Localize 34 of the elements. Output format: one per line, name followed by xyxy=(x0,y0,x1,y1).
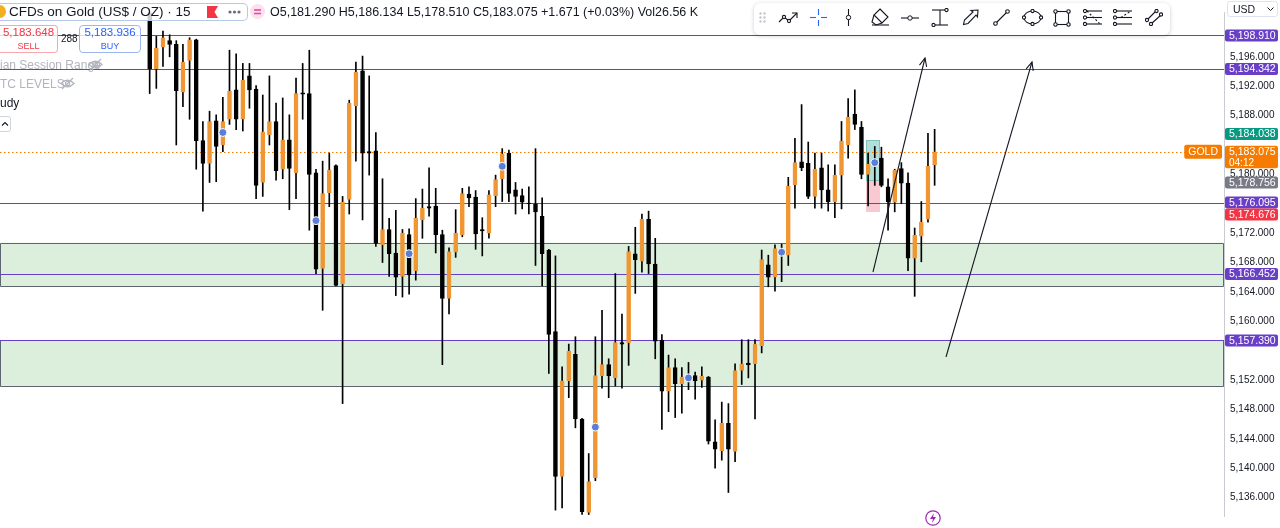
annotation: udy xyxy=(0,96,20,110)
ref-line-label: 5,183.075 xyxy=(1229,145,1276,158)
y-tick-label: 5,148.000 xyxy=(1230,403,1275,415)
y-tick-label: 5,188.000 xyxy=(1230,109,1275,121)
ref-line-label: 5,166.452 xyxy=(1229,267,1276,280)
text: 04:12 xyxy=(1229,156,1255,168)
ref-line-label: 5,157.390 xyxy=(1229,333,1276,346)
currency-dropdown: USD xyxy=(1227,1,1278,17)
chart-title: CFDs on Gold (US$ / OZ) · 15 xyxy=(9,4,191,19)
y-tick-label: 5,164.000 xyxy=(1230,285,1275,297)
annotation: SELL xyxy=(17,40,40,51)
ref-line-label: 5,194.342 xyxy=(1229,62,1276,75)
annotation: 5,183.936 xyxy=(84,26,136,39)
y-tick-label: 5,168.000 xyxy=(1230,256,1275,268)
y-tick-label: 5,196.000 xyxy=(1230,50,1275,62)
y-tick-label: 5,140.000 xyxy=(1230,461,1275,473)
annotation: 5,183.648 xyxy=(2,26,55,39)
y-tick-label: 5,136.000 xyxy=(1230,491,1275,503)
text: 5,184.038 xyxy=(1229,127,1276,140)
buy-button: 5,183.936 BUY xyxy=(79,25,141,53)
y-tick-label: 5,152.000 xyxy=(1230,373,1275,385)
y-tick-label: 5,192.000 xyxy=(1230,79,1275,91)
chart-subtitle: O5,181.290 H5,186.134 L5,178.510 C5,183.075 +1.671 (+0.03%) Vol26.56 K xyxy=(270,5,699,19)
annotation: BUY xyxy=(100,40,120,51)
ref-line-label: 5,198.910 xyxy=(1229,28,1276,41)
annotation: TC LEVELS xyxy=(0,77,65,91)
y-tick-label: 5,172.000 xyxy=(1230,226,1275,238)
ref-line-label: 5,176.095 xyxy=(1229,195,1276,208)
sell-button: 5,183.648 SELL xyxy=(0,25,58,53)
y-tick-label: 5,160.000 xyxy=(1230,315,1275,327)
text: 5,174.676 xyxy=(1229,207,1276,220)
annotation: GOLD xyxy=(1188,145,1219,158)
y-tick-label: 5,144.000 xyxy=(1230,432,1275,444)
annotation: 288 xyxy=(61,33,78,44)
